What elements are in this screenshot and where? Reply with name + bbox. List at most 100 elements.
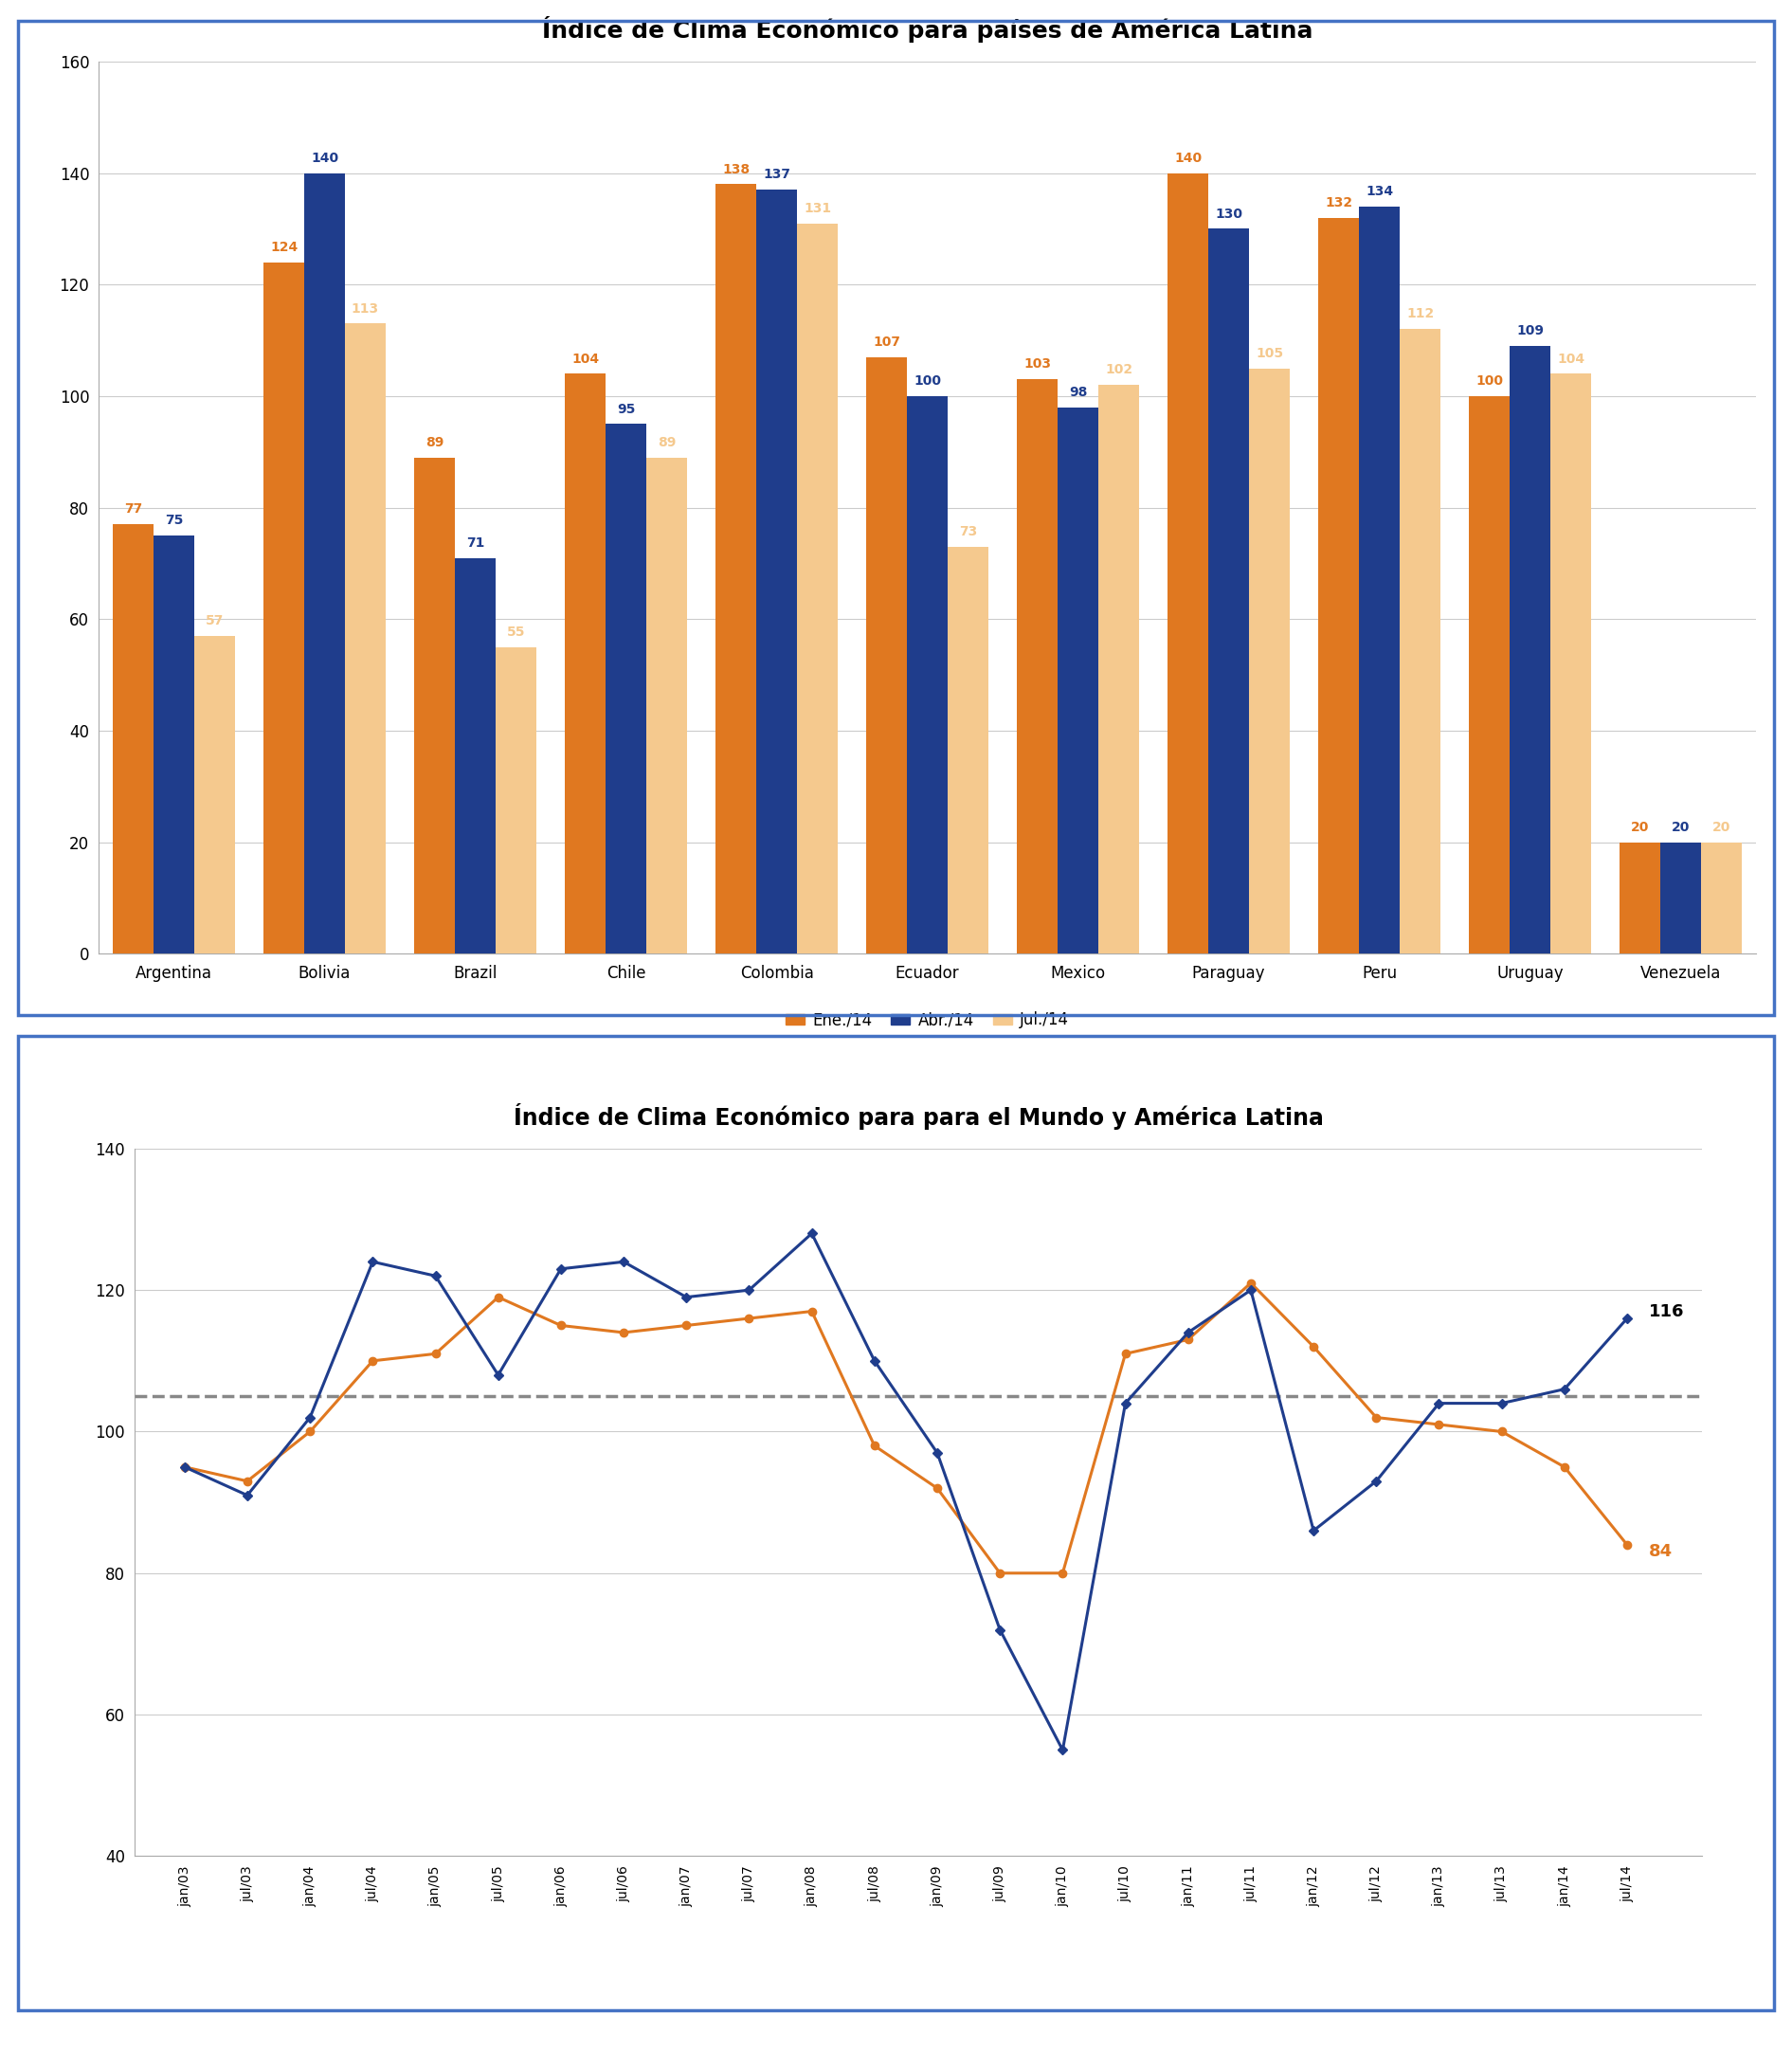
Índice de Clima  Económico – Mundo	[738, 1278, 760, 1302]
Bar	[113, 525, 154, 954]
Text: 104: 104	[1557, 353, 1584, 365]
Índice de Clima  Económico – Mundo	[676, 1284, 697, 1309]
Text: 84: 84	[1649, 1542, 1674, 1561]
Text: 140: 140	[310, 152, 339, 164]
Text: 89: 89	[658, 435, 676, 449]
Índice de Clima  Económico – América Latina	[237, 1469, 258, 1493]
Índice de Clima  Económico – Mundo	[613, 1249, 634, 1274]
Bar	[797, 224, 837, 954]
Índice de Clima  Económico – Mundo	[1303, 1518, 1324, 1542]
Bar	[756, 191, 797, 954]
Title: Índice de Clima Económico para para el Mundo y América Latina: Índice de Clima Económico para para el M…	[513, 1103, 1324, 1130]
Índice de Clima  Económico – América Latina	[1616, 1532, 1638, 1557]
Text: 20: 20	[1631, 820, 1649, 835]
Índice de Clima  Económico – América Latina	[174, 1454, 195, 1479]
Text: 113: 113	[351, 301, 380, 316]
Text: 138: 138	[722, 162, 749, 176]
Bar	[1620, 843, 1661, 954]
Text: 109: 109	[1516, 324, 1545, 338]
Text: 137: 137	[763, 168, 790, 180]
Índice de Clima  Económico – América Latina	[1115, 1341, 1136, 1366]
Text: 100: 100	[914, 375, 941, 388]
Índice de Clima  Económico – Mundo	[362, 1249, 383, 1274]
Text: 116: 116	[1649, 1302, 1684, 1321]
Text: 75: 75	[165, 515, 183, 527]
Text: 73: 73	[959, 525, 977, 537]
Bar	[948, 548, 989, 954]
Bar	[344, 324, 385, 954]
Índice de Clima  Económico – Mundo	[1240, 1278, 1262, 1302]
Bar	[1249, 369, 1290, 954]
Bar	[154, 535, 194, 954]
Índice de Clima  Económico – Mundo	[1554, 1376, 1575, 1401]
Bar	[1701, 843, 1742, 954]
Índice de Clima  Económico – Mundo	[1177, 1321, 1199, 1345]
Índice de Clima  Económico – América Latina	[1240, 1272, 1262, 1296]
Índice de Clima  Económico – Mundo	[1616, 1306, 1638, 1331]
Índice de Clima  Económico – América Latina	[926, 1477, 948, 1501]
Text: 98: 98	[1068, 386, 1088, 398]
Title: Índice de Clima Económico para países de América Latina: Índice de Clima Económico para países de…	[541, 16, 1314, 43]
Bar	[496, 646, 536, 954]
Line: Índice de Clima  Económico – Mundo: Índice de Clima Económico – Mundo	[181, 1231, 1631, 1754]
Índice de Clima  Económico – América Latina	[1366, 1405, 1387, 1430]
Índice de Clima  Económico – América Latina	[550, 1313, 572, 1337]
Índice de Clima  Económico – América Latina	[801, 1298, 823, 1323]
Bar	[1319, 217, 1358, 954]
Text: 20: 20	[1713, 820, 1731, 835]
Legend: Ene./14, Abr./14, Jul./14: Ene./14, Abr./14, Jul./14	[780, 1005, 1075, 1036]
Índice de Clima  Económico – América Latina	[425, 1341, 446, 1366]
Bar	[305, 172, 344, 954]
Índice de Clima  Económico – América Latina	[1428, 1413, 1450, 1438]
Bar	[1550, 373, 1591, 954]
Bar	[1168, 172, 1208, 954]
Índice de Clima  Económico – América Latina	[1554, 1454, 1575, 1479]
Bar	[907, 396, 948, 954]
Text: 124: 124	[271, 240, 297, 254]
Line: Índice de Clima  Económico – América Latina: Índice de Clima Económico – América Lati…	[181, 1280, 1631, 1577]
Bar	[866, 357, 907, 954]
Bar	[606, 425, 647, 954]
Índice de Clima  Económico – Mundo	[1366, 1469, 1387, 1493]
Text: 77: 77	[124, 502, 142, 517]
Bar	[455, 558, 496, 954]
Índice de Clima  Económico – América Latina	[613, 1321, 634, 1345]
Text: 140: 140	[1174, 152, 1202, 164]
Text: 132: 132	[1324, 197, 1353, 209]
Text: 95: 95	[616, 402, 634, 416]
Bar	[263, 263, 305, 954]
Bar	[414, 457, 455, 954]
Índice de Clima  Económico – Mundo	[864, 1350, 885, 1374]
Bar	[1400, 330, 1441, 954]
Text: 57: 57	[206, 613, 224, 628]
Índice de Clima  Económico – Mundo	[237, 1483, 258, 1507]
Text: 55: 55	[507, 626, 525, 638]
Text: 102: 102	[1106, 363, 1133, 377]
Índice de Clima  Económico – Mundo	[1491, 1391, 1512, 1415]
Bar	[564, 373, 606, 954]
Text: 71: 71	[466, 535, 484, 550]
Text: 105: 105	[1256, 347, 1283, 359]
Índice de Clima  Económico – América Latina	[1303, 1335, 1324, 1360]
Índice de Clima  Económico – Mundo	[299, 1405, 321, 1430]
Bar	[1018, 379, 1057, 954]
Bar	[647, 457, 686, 954]
Índice de Clima  Económico – Mundo	[487, 1362, 509, 1386]
Índice de Clima  Económico – Mundo	[1115, 1391, 1136, 1415]
Text: 107: 107	[873, 336, 900, 349]
Índice de Clima  Económico – América Latina	[989, 1561, 1011, 1585]
Text: 20: 20	[1672, 820, 1690, 835]
Índice de Clima  Económico – América Latina	[487, 1284, 509, 1309]
Text: 131: 131	[803, 201, 831, 215]
Índice de Clima  Económico – Mundo	[1428, 1391, 1450, 1415]
Text: 130: 130	[1215, 207, 1242, 219]
Índice de Clima  Económico – América Latina	[1491, 1419, 1512, 1444]
Índice de Clima  Económico – Mundo	[550, 1257, 572, 1282]
Índice de Clima  Económico – Mundo	[989, 1618, 1011, 1643]
Índice de Clima  Económico – Mundo	[425, 1263, 446, 1288]
Índice de Clima  Económico – Mundo	[1052, 1737, 1073, 1762]
Índice de Clima  Económico – América Latina	[362, 1350, 383, 1374]
Índice de Clima  Económico – América Latina	[864, 1434, 885, 1458]
Índice de Clima  Económico – América Latina	[1052, 1561, 1073, 1585]
Bar	[1098, 386, 1140, 954]
